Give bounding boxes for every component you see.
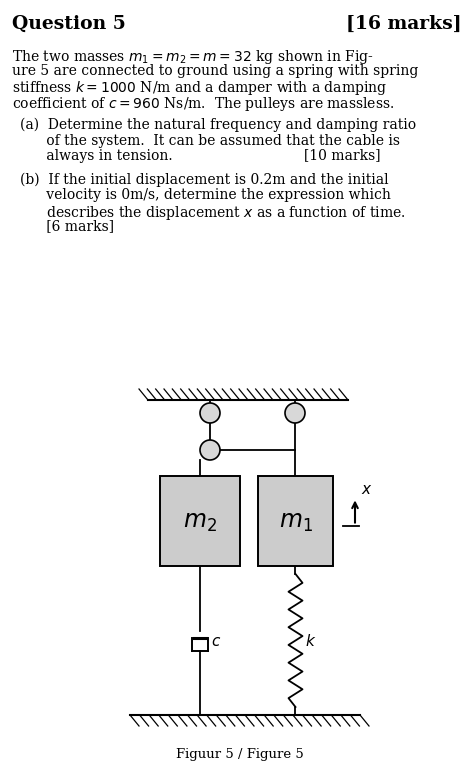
Circle shape	[200, 403, 220, 423]
Text: velocity is 0m/s, determine the expression which: velocity is 0m/s, determine the expressi…	[20, 188, 391, 202]
Text: [6 marks]: [6 marks]	[20, 219, 114, 233]
Text: $k$: $k$	[306, 633, 317, 649]
Text: The two masses $m_1 = m_2 = m = 32$ kg shown in Fig-: The two masses $m_1 = m_2 = m = 32$ kg s…	[12, 48, 374, 66]
Text: $c$: $c$	[211, 636, 221, 650]
Text: Question 5: Question 5	[12, 15, 126, 33]
Circle shape	[200, 440, 220, 460]
Text: of the system.  It can be assumed that the cable is: of the system. It can be assumed that th…	[20, 134, 400, 148]
Bar	[160, 476, 240, 566]
Text: Figuur 5 / Figure 5: Figuur 5 / Figure 5	[176, 748, 304, 761]
Text: $x$: $x$	[361, 482, 373, 496]
Text: ure 5 are connected to ground using a spring with spring: ure 5 are connected to ground using a sp…	[12, 64, 419, 78]
Text: (b)  If the initial displacement is 0.2m and the initial: (b) If the initial displacement is 0.2m …	[20, 173, 389, 187]
Text: $\boldsymbol{m_1}$: $\boldsymbol{m_1}$	[279, 511, 312, 534]
Text: describes the displacement $x$ as a function of time.: describes the displacement $x$ as a func…	[20, 204, 405, 222]
Text: [16 marks]: [16 marks]	[346, 15, 462, 33]
Text: (a)  Determine the natural frequency and damping ratio: (a) Determine the natural frequency and …	[20, 118, 416, 132]
Bar	[258, 476, 333, 566]
Circle shape	[285, 403, 305, 423]
Text: stiffness $k = 1000$ N/m and a damper with a damping: stiffness $k = 1000$ N/m and a damper wi…	[12, 79, 387, 97]
Text: always in tension.                              [10 marks]: always in tension. [10 marks]	[20, 149, 381, 163]
Text: $\boldsymbol{m_2}$: $\boldsymbol{m_2}$	[183, 511, 217, 534]
Text: coefficient of $c = 960$ Ns/m.  The pulleys are massless.: coefficient of $c = 960$ Ns/m. The pulle…	[12, 94, 394, 113]
